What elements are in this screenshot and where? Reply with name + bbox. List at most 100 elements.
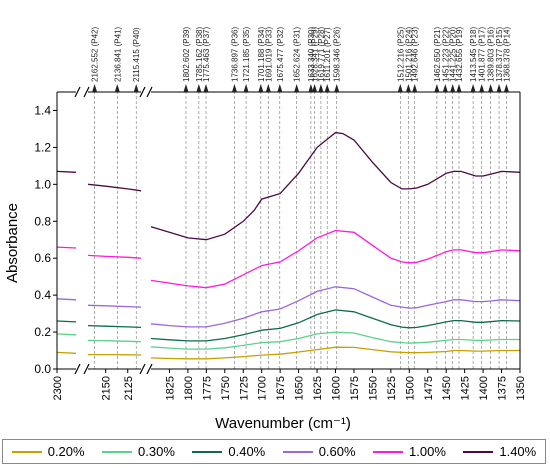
series-line xyxy=(87,254,142,259)
series-lines xyxy=(56,131,521,360)
x-tick-label: 1450 xyxy=(441,376,453,400)
legend-label: 0.30% xyxy=(138,444,175,459)
peak-arrow xyxy=(92,84,98,92)
x-tick-label: 1725 xyxy=(238,376,250,400)
legend-swatch xyxy=(192,450,223,453)
peak-label: 1441.225 (P20) xyxy=(449,27,458,82)
y-axis-label: Absorbance xyxy=(4,203,21,283)
peak-arrow xyxy=(258,84,264,92)
peak-arrow xyxy=(434,84,440,92)
peak-arrow xyxy=(294,84,300,92)
peak-arrow xyxy=(265,84,271,92)
legend-label: 0.20% xyxy=(47,444,85,459)
x-tick-label: 1775 xyxy=(201,376,213,400)
axes: 0.0 0.2 0.4 0.6 0.8 1.0 1.2 1.4 2300 2150 2125 1825… xyxy=(34,86,527,400)
peak-label: 1389.803 (P16) xyxy=(487,27,496,82)
peak-arrow xyxy=(203,84,209,92)
peak-arrow xyxy=(470,84,476,92)
peak-arrow xyxy=(308,84,314,92)
x-tick-label: 1600 xyxy=(331,376,343,400)
x-tick-label: 2125 xyxy=(123,376,135,400)
peak-arrow xyxy=(412,84,418,92)
peak-label: 1701.188 (P34) xyxy=(257,27,266,82)
peak-arrow xyxy=(133,84,139,92)
peak-arrow xyxy=(277,84,283,92)
peak-label: 1691.019 (P33) xyxy=(264,27,273,82)
axis-break-mark xyxy=(146,363,153,375)
x-tick-label: 2150 xyxy=(101,376,113,400)
axis-break-mark xyxy=(139,86,146,98)
peak-label: 1413.545 (P18) xyxy=(469,27,478,82)
x-tick-label: 1675 xyxy=(275,376,287,400)
legend-item: 0.30% xyxy=(102,444,175,459)
legend: 0.20% 0.30% 0.40% 0.60% 1.00% 1.40% xyxy=(2,439,546,464)
peak-arrow xyxy=(183,84,189,92)
peak-arrow xyxy=(405,84,411,92)
series-line xyxy=(56,333,77,336)
x-tick-label: 1400 xyxy=(478,376,490,400)
series-line xyxy=(150,229,521,289)
legend-item: 1.40% xyxy=(463,444,536,459)
peak-arrow xyxy=(196,84,202,92)
legend-swatch xyxy=(282,450,313,453)
peak-guidelines xyxy=(94,86,507,369)
x-tick-label: 1375 xyxy=(497,376,509,400)
peak-arrow xyxy=(488,84,494,92)
series-line xyxy=(87,324,142,329)
peak-label: 1721.185 (P35) xyxy=(242,27,251,82)
series-line xyxy=(56,351,77,354)
legend-label: 0.40% xyxy=(228,444,266,459)
peak-label: 1512.216 (P25) xyxy=(396,27,405,82)
legend-label: 1.40% xyxy=(499,444,537,459)
series-line xyxy=(150,286,521,328)
x-tick-label: 1475 xyxy=(423,376,435,400)
peak-label: 1451.223 (P22) xyxy=(441,27,450,82)
axis-break-mark xyxy=(74,363,81,375)
peak-arrow xyxy=(456,84,462,92)
y-tick-label: 0.6 xyxy=(34,251,51,265)
y-tick-label: 0.4 xyxy=(34,288,51,302)
legend-swatch xyxy=(102,450,133,453)
x-tick-label: 1500 xyxy=(404,376,416,400)
peak-annotations: 2162.552 (P42) 2136.841 (P41) 2115.415 (P4… xyxy=(91,27,511,92)
peak-arrow xyxy=(397,84,403,92)
peak-label: 2115.415 (P40) xyxy=(132,27,141,82)
peak-arrow xyxy=(334,84,340,92)
series-line xyxy=(150,309,521,342)
peak-label: 2136.841 (P41) xyxy=(113,27,122,82)
x-tick-label: 1825 xyxy=(164,376,176,400)
y-tick-label: 0.2 xyxy=(34,325,51,339)
series-line xyxy=(56,298,77,301)
legend-swatch xyxy=(463,450,494,453)
peak-label: 1736.897 (P36) xyxy=(230,27,239,82)
axis-break-mark xyxy=(83,363,90,375)
peak-arrow xyxy=(450,84,456,92)
peak-arrow xyxy=(496,84,502,92)
axis-break-mark xyxy=(139,363,146,375)
x-axis-label: Wavenumber (cm⁻¹) xyxy=(215,415,351,432)
legend-item: 0.60% xyxy=(282,444,356,459)
x-tick-label: 2300 xyxy=(52,376,64,400)
peak-arrow xyxy=(114,84,120,92)
legend-swatch xyxy=(11,450,42,453)
peak-arrow xyxy=(231,84,237,92)
legend-item: 1.00% xyxy=(373,444,446,459)
peak-label: 1598.346 (P26) xyxy=(333,27,342,82)
peak-arrow xyxy=(324,84,330,92)
peak-arrow xyxy=(243,84,249,92)
axis-break-mark xyxy=(146,86,153,98)
peak-label: 1628.341 (P29) xyxy=(311,27,320,82)
peak-label: 1401.877 (P17) xyxy=(478,27,487,82)
peak-label: 1775.463 (P37) xyxy=(202,27,211,82)
series-line xyxy=(87,304,142,308)
peak-arrow xyxy=(503,84,509,92)
legend-label: 1.00% xyxy=(409,444,446,459)
peak-arrow xyxy=(312,84,318,92)
x-tick-label: 1700 xyxy=(257,376,269,400)
x-tick-label: 1550 xyxy=(367,376,379,400)
y-tick-label: 0.8 xyxy=(34,214,51,228)
peak-label: 1675.477 (P32) xyxy=(276,27,285,82)
peak-arrow xyxy=(442,84,448,92)
peak-arrow xyxy=(479,84,485,92)
